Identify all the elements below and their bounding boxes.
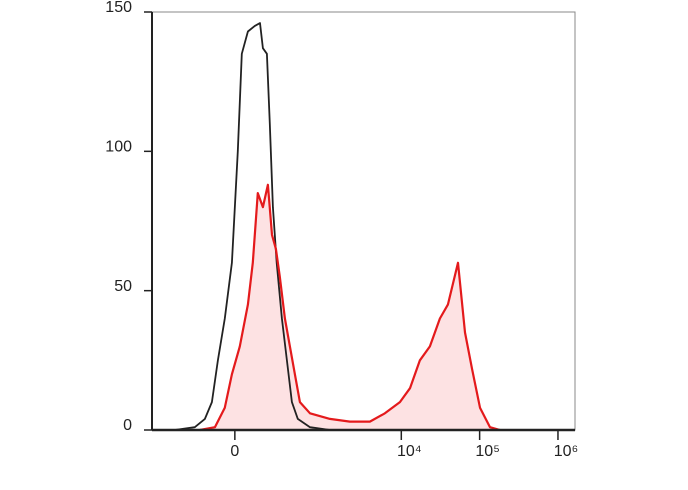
x-tick-label: 0 bbox=[230, 443, 239, 460]
x-tick-label: 10⁶ bbox=[554, 443, 578, 460]
y-tick-label: 0 bbox=[123, 417, 132, 434]
area bbox=[199, 184, 500, 430]
y-tick-label: 50 bbox=[114, 278, 132, 295]
x-tick-label: 10⁴ bbox=[397, 443, 422, 460]
line bbox=[174, 22, 350, 431]
plot-frame bbox=[151, 11, 576, 431]
line bbox=[199, 183, 501, 432]
y-tick-label: 150 bbox=[105, 0, 132, 16]
y-tick-label: 100 bbox=[105, 139, 132, 156]
x-tick-label: 10⁵ bbox=[475, 443, 499, 460]
